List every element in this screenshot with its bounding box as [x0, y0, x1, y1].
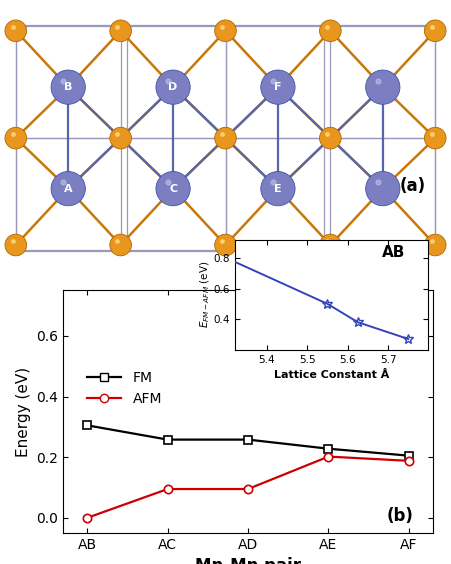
Circle shape [366, 171, 400, 206]
Line: FM: FM [83, 421, 413, 460]
X-axis label: Lattice Constant Å: Lattice Constant Å [274, 370, 389, 380]
Text: E: E [274, 184, 282, 193]
Text: AB: AB [382, 245, 405, 261]
Circle shape [215, 234, 236, 256]
Circle shape [156, 171, 190, 206]
FM [326, 446, 331, 452]
Legend: FM, AFM: FM, AFM [81, 365, 168, 411]
Circle shape [319, 234, 341, 256]
FM [165, 436, 170, 443]
FM [245, 436, 251, 443]
AFM [165, 486, 170, 492]
Circle shape [424, 20, 446, 42]
Line: AFM: AFM [83, 452, 413, 522]
Circle shape [5, 234, 27, 256]
Text: B: B [64, 82, 73, 92]
Text: A: A [64, 184, 73, 193]
Circle shape [215, 127, 236, 149]
Circle shape [261, 70, 295, 104]
AFM [84, 514, 90, 521]
Circle shape [424, 234, 446, 256]
AFM [245, 486, 251, 492]
FM [84, 422, 90, 429]
Text: (a): (a) [400, 178, 426, 195]
Circle shape [366, 70, 400, 104]
Text: (b): (b) [386, 507, 413, 525]
Y-axis label: Energy (eV): Energy (eV) [16, 367, 31, 457]
X-axis label: Mn-Mn pair: Mn-Mn pair [195, 557, 301, 564]
Text: C: C [169, 184, 177, 193]
Circle shape [110, 127, 132, 149]
Y-axis label: $E_{FM-AFM}$ (eV): $E_{FM-AFM}$ (eV) [198, 261, 212, 328]
AFM [326, 453, 331, 460]
Circle shape [319, 127, 341, 149]
FM [406, 452, 412, 459]
Circle shape [261, 171, 295, 206]
Circle shape [215, 20, 236, 42]
Circle shape [424, 127, 446, 149]
Circle shape [51, 70, 85, 104]
Circle shape [5, 20, 27, 42]
Text: D: D [168, 82, 178, 92]
Circle shape [156, 70, 190, 104]
AFM [406, 457, 412, 464]
Text: F: F [274, 82, 282, 92]
Circle shape [110, 234, 132, 256]
Circle shape [5, 127, 27, 149]
Circle shape [319, 20, 341, 42]
Circle shape [110, 20, 132, 42]
Circle shape [51, 171, 85, 206]
